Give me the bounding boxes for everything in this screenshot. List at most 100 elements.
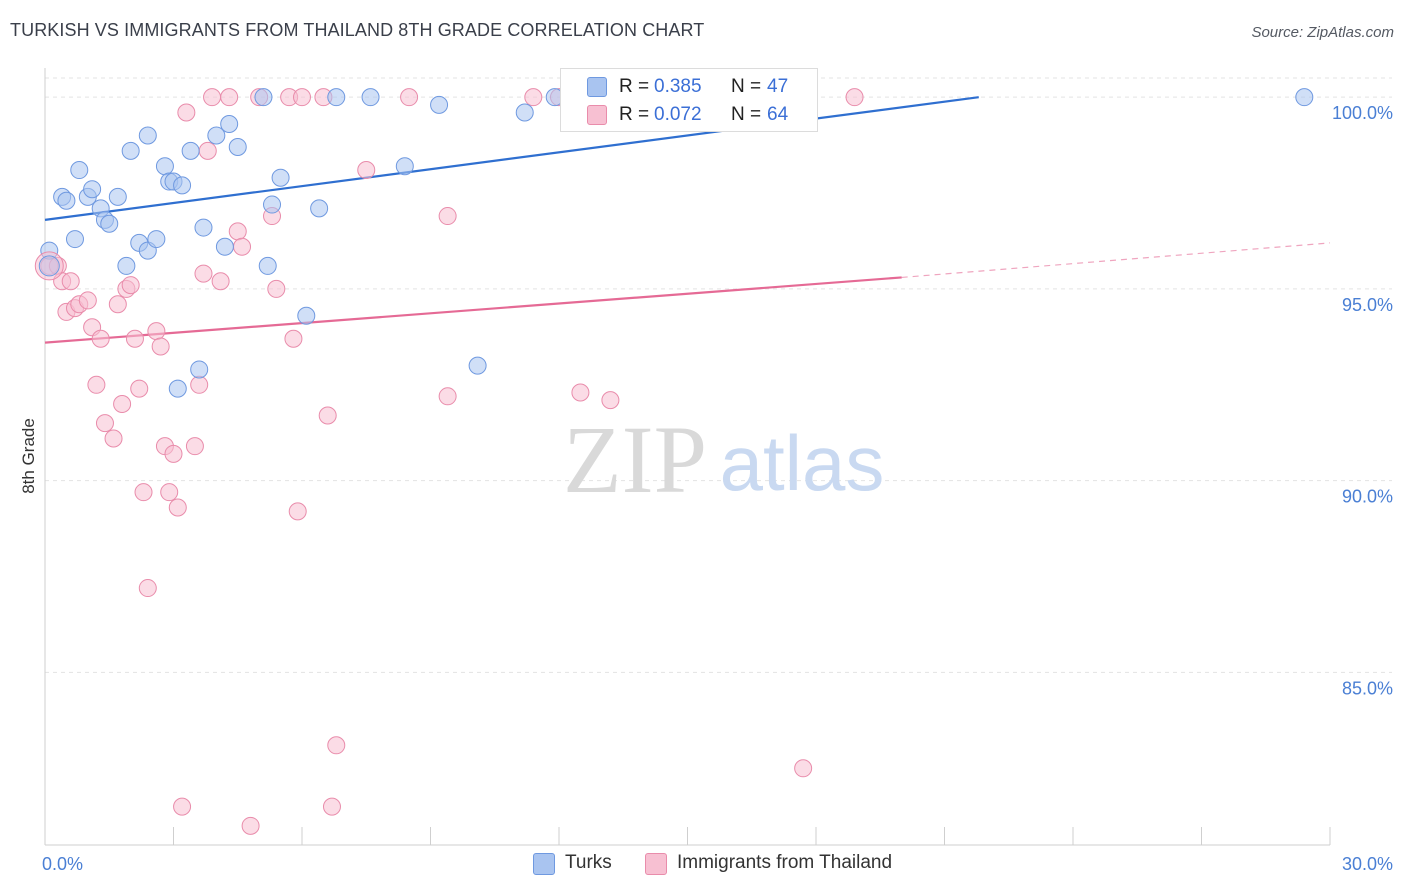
data-point — [113, 394, 132, 413]
data-point — [361, 88, 380, 107]
data-point — [151, 337, 170, 356]
data-point — [134, 483, 153, 502]
data-point — [430, 95, 449, 114]
data-point — [322, 797, 341, 816]
watermark-zip: ZIP — [563, 406, 707, 513]
data-point — [87, 375, 106, 394]
data-point — [95, 414, 114, 433]
data-point — [468, 356, 487, 375]
legend-label-turks: Turks — [565, 852, 612, 873]
data-point — [215, 237, 234, 256]
data-point — [83, 180, 102, 199]
y-tick-label: 100.0% — [1332, 103, 1393, 123]
n-value: 64 — [767, 104, 789, 125]
y-tick-label: 85.0% — [1342, 678, 1393, 698]
watermark-atlas: atlas — [720, 419, 885, 507]
legend-swatch-turks — [587, 77, 607, 97]
r-label: R = — [619, 76, 650, 97]
r-value: 0.385 — [654, 76, 702, 97]
data-point — [293, 88, 311, 107]
data-point — [100, 214, 119, 233]
series-legend: Turks Immigrants from Thailand — [0, 852, 1406, 878]
data-point — [271, 168, 290, 187]
data-point — [1295, 88, 1314, 107]
data-points — [34, 88, 1314, 835]
data-point — [190, 360, 209, 379]
data-point — [297, 306, 316, 325]
data-point — [220, 115, 239, 134]
data-point — [168, 379, 187, 398]
data-point — [571, 383, 590, 402]
data-point — [203, 88, 222, 107]
data-point — [138, 579, 157, 598]
data-point — [845, 88, 864, 107]
data-point — [130, 379, 149, 398]
data-point — [121, 141, 140, 160]
data-point — [147, 322, 166, 341]
data-point — [125, 329, 144, 348]
legend-row-turks: R = 0.385 N = 47 — [561, 74, 817, 100]
data-point — [38, 255, 60, 277]
data-point — [395, 157, 414, 176]
y-axis-title: 8th Grade — [19, 418, 38, 494]
data-point — [220, 88, 239, 107]
data-point — [57, 191, 76, 210]
data-point — [104, 429, 123, 448]
legend-swatch-thailand — [587, 105, 607, 125]
axes — [44, 68, 1331, 846]
data-point — [284, 329, 303, 348]
data-point — [198, 141, 217, 160]
data-point — [327, 88, 346, 107]
data-point — [258, 256, 277, 275]
data-point — [318, 406, 337, 425]
x-tick-label: 30.0% — [1342, 854, 1393, 874]
data-point — [288, 502, 307, 521]
data-point — [117, 256, 136, 275]
data-point — [91, 329, 110, 348]
data-point — [601, 391, 620, 410]
data-point — [207, 126, 226, 145]
data-point — [155, 157, 174, 176]
data-point — [438, 207, 457, 226]
data-point — [438, 387, 457, 406]
trend-line-extension — [901, 242, 1331, 279]
trend-line — [44, 276, 902, 344]
legend-swatch-turks — [533, 853, 555, 875]
trend-lines — [44, 96, 1331, 344]
legend-swatch-thailand — [645, 853, 667, 875]
n-label: N = — [731, 76, 762, 97]
tick-labels: 100.0% 95.0% 90.0% 85.0% 0.0% 30.0% — [42, 103, 1393, 874]
y-tick-label: 95.0% — [1342, 295, 1393, 315]
source-label: Source: ZipAtlas.com — [1251, 24, 1394, 41]
data-point — [121, 276, 140, 295]
data-point — [211, 272, 230, 291]
data-point — [61, 272, 80, 291]
stats-legend: R = 0.385 N = 47 R = 0.072 N = 64 — [560, 68, 818, 132]
data-point — [164, 444, 183, 463]
data-point — [181, 141, 200, 160]
data-point — [310, 199, 329, 218]
data-point — [228, 138, 247, 157]
data-point — [524, 88, 543, 107]
data-point — [233, 237, 252, 256]
data-point — [194, 218, 213, 237]
data-point — [400, 88, 419, 107]
data-point — [254, 88, 273, 107]
data-point — [185, 437, 204, 456]
data-point — [173, 797, 192, 816]
data-point — [138, 126, 157, 145]
data-point — [515, 103, 534, 122]
data-point — [194, 264, 213, 283]
data-point — [267, 279, 286, 298]
data-point — [177, 103, 196, 122]
data-point — [173, 176, 192, 195]
data-point — [357, 161, 376, 180]
r-value: 0.072 — [654, 104, 702, 125]
data-point — [70, 161, 89, 180]
x-tick-label: 0.0% — [42, 854, 83, 874]
data-point — [108, 187, 127, 206]
n-label: N = — [731, 104, 762, 125]
data-point — [794, 759, 813, 778]
data-point — [78, 291, 97, 310]
